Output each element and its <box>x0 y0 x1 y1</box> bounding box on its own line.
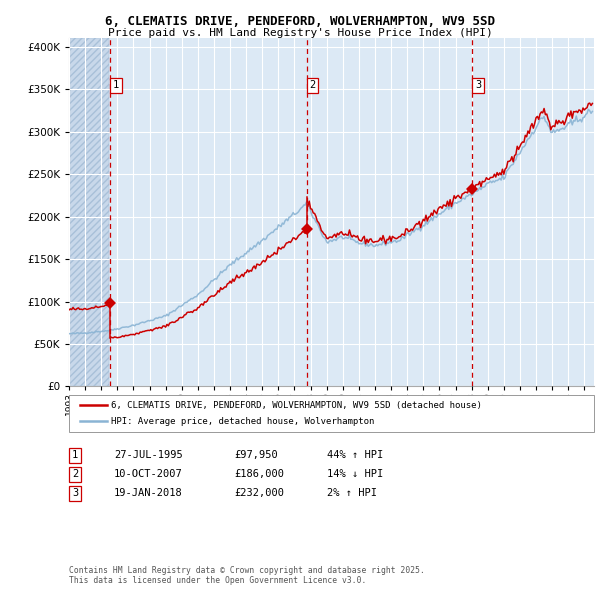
Text: 3: 3 <box>475 80 481 90</box>
Text: £186,000: £186,000 <box>234 470 284 479</box>
Text: 6, CLEMATIS DRIVE, PENDEFORD, WOLVERHAMPTON, WV9 5SD (detached house): 6, CLEMATIS DRIVE, PENDEFORD, WOLVERHAMP… <box>111 401 482 409</box>
Text: 6, CLEMATIS DRIVE, PENDEFORD, WOLVERHAMPTON, WV9 5SD: 6, CLEMATIS DRIVE, PENDEFORD, WOLVERHAMP… <box>105 15 495 28</box>
Text: 14% ↓ HPI: 14% ↓ HPI <box>327 470 383 479</box>
Text: 2: 2 <box>309 80 316 90</box>
Bar <box>69 38 109 386</box>
Text: 19-JAN-2018: 19-JAN-2018 <box>114 489 183 498</box>
Text: 2% ↑ HPI: 2% ↑ HPI <box>327 489 377 498</box>
Text: Contains HM Land Registry data © Crown copyright and database right 2025.
This d: Contains HM Land Registry data © Crown c… <box>69 566 425 585</box>
Text: £97,950: £97,950 <box>234 451 278 460</box>
Text: 10-OCT-2007: 10-OCT-2007 <box>114 470 183 479</box>
Text: 27-JUL-1995: 27-JUL-1995 <box>114 451 183 460</box>
Text: HPI: Average price, detached house, Wolverhampton: HPI: Average price, detached house, Wolv… <box>111 417 374 426</box>
Text: 44% ↑ HPI: 44% ↑ HPI <box>327 451 383 460</box>
Text: 3: 3 <box>72 489 78 498</box>
Text: 2: 2 <box>72 470 78 479</box>
Text: Price paid vs. HM Land Registry's House Price Index (HPI): Price paid vs. HM Land Registry's House … <box>107 28 493 38</box>
Text: £232,000: £232,000 <box>234 489 284 498</box>
Text: 1: 1 <box>113 80 119 90</box>
Text: 1: 1 <box>72 451 78 460</box>
